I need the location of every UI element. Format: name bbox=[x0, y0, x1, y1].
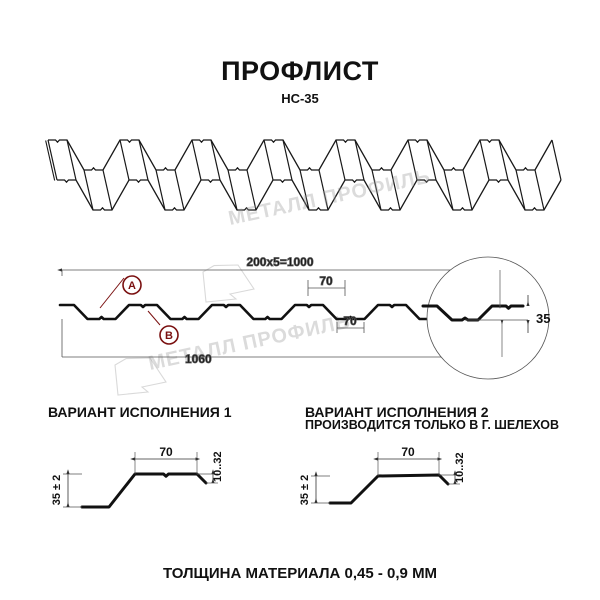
svg-text:ТОЛЩИНА МАТЕРИАЛА 0,45 - 0,9 М: ТОЛЩИНА МАТЕРИАЛА 0,45 - 0,9 МM bbox=[163, 565, 437, 582]
svg-text:ВАРИАНТ ИСПОЛНЕНИЯ 1: ВАРИАНТ ИСПОЛНЕНИЯ 1 bbox=[48, 404, 232, 420]
svg-text:70: 70 bbox=[401, 445, 415, 459]
svg-text:70: 70 bbox=[159, 445, 173, 459]
svg-text:35 ± 2: 35 ± 2 bbox=[299, 475, 311, 506]
svg-text:ПРОИЗВОДИТСЯ ТОЛЬКО В Г. ШЕЛЕХ: ПРОИЗВОДИТСЯ ТОЛЬКО В Г. ШЕЛЕХОВ bbox=[305, 418, 559, 432]
svg-text:10..32: 10..32 bbox=[454, 452, 466, 483]
svg-text:200x5=1000: 200x5=1000 bbox=[246, 255, 313, 269]
svg-text:35: 35 bbox=[536, 311, 550, 326]
svg-text:B: B bbox=[165, 330, 173, 342]
svg-text:МЕТАЛЛ ПРОФИЛЬ: МЕТАЛЛ ПРОФИЛЬ bbox=[226, 166, 432, 230]
svg-text:10..32: 10..32 bbox=[212, 451, 224, 482]
svg-text:A: A bbox=[128, 280, 136, 292]
svg-text:35 ± 2: 35 ± 2 bbox=[51, 475, 63, 506]
svg-text:70: 70 bbox=[319, 274, 333, 288]
svg-text:70: 70 bbox=[343, 314, 357, 328]
svg-text:НС-35: НС-35 bbox=[281, 91, 319, 106]
svg-text:1060: 1060 bbox=[185, 352, 212, 366]
svg-text:ПРОФЛИСТ: ПРОФЛИСТ bbox=[221, 56, 379, 86]
